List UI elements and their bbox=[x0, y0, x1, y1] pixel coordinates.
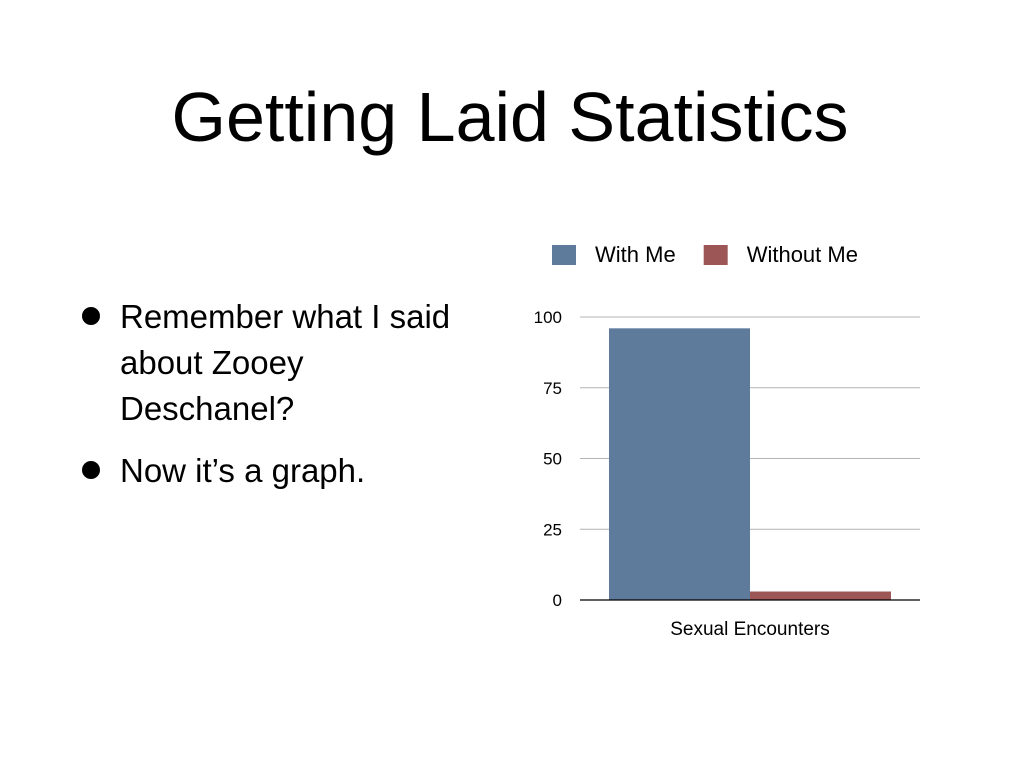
legend-label: With Me bbox=[595, 242, 676, 267]
bullet-text: Remember what I said about Zooey Deschan… bbox=[120, 298, 451, 427]
legend-swatch bbox=[552, 245, 576, 265]
y-tick-label: 100 bbox=[534, 308, 562, 327]
bar-with-me bbox=[609, 328, 750, 600]
bullet-item: Remember what I said about Zooey Deschan… bbox=[78, 294, 458, 432]
bullet-text: Now it’s a graph. bbox=[120, 452, 366, 489]
slide-title: Getting Laid Statistics bbox=[171, 78, 849, 156]
legend-label: Without Me bbox=[747, 242, 858, 267]
y-tick-label: 25 bbox=[543, 520, 562, 539]
bullet-item: Now it’s a graph. bbox=[78, 448, 458, 494]
bullet-icon bbox=[82, 307, 100, 325]
y-tick-label: 50 bbox=[543, 450, 562, 469]
x-tick-label: Sexual Encounters bbox=[670, 619, 830, 640]
y-tick-label: 75 bbox=[543, 379, 562, 398]
y-tick-label: 0 bbox=[553, 591, 562, 610]
bullet-list: Remember what I said about Zooey Deschan… bbox=[78, 294, 458, 510]
bullet-icon bbox=[82, 461, 100, 479]
bar-without-me bbox=[750, 591, 891, 600]
legend-swatch bbox=[703, 245, 728, 265]
